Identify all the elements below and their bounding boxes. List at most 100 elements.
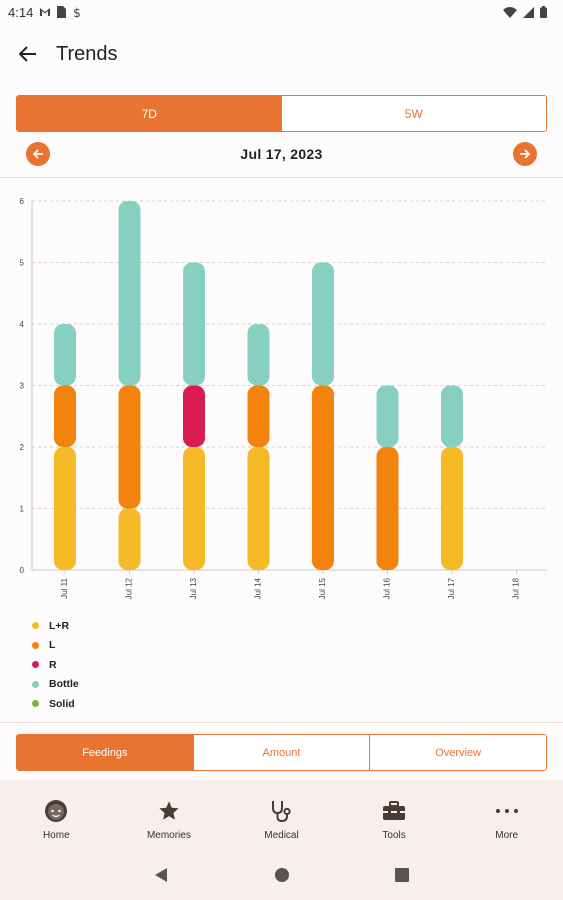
legend-dot bbox=[32, 700, 39, 708]
more-horizontal-icon bbox=[494, 798, 520, 824]
system-navigation-bar bbox=[0, 848, 563, 900]
legend-label: R bbox=[49, 658, 57, 671]
battery-icon bbox=[540, 6, 547, 18]
system-back-button[interactable] bbox=[152, 866, 170, 884]
date-navigation: Jul 17, 2023 bbox=[0, 140, 563, 170]
bar-segment bbox=[118, 201, 141, 386]
legend-label: Solid bbox=[49, 697, 75, 710]
nav-label-medical: Medical bbox=[264, 830, 299, 841]
nav-item-more[interactable]: More bbox=[450, 780, 563, 848]
nav-item-memories[interactable]: Memories bbox=[113, 780, 226, 848]
legend-label: L bbox=[49, 639, 56, 652]
gmail-icon bbox=[39, 7, 51, 17]
chart-legend: L+R L R Bottle Solid bbox=[32, 616, 79, 714]
x-tick-label: Jul 17 bbox=[447, 577, 456, 599]
nav-label-memories: Memories bbox=[146, 830, 191, 841]
legend-dot bbox=[32, 641, 39, 649]
x-tick-label: Jul 11 bbox=[60, 577, 69, 598]
bar-segment bbox=[312, 385, 334, 570]
status-bar: 4:14 $ bbox=[0, 0, 563, 24]
toolbox-icon bbox=[381, 798, 407, 824]
app-bar: Trends bbox=[0, 34, 563, 74]
home-circle-icon bbox=[275, 868, 289, 882]
star-icon bbox=[156, 798, 182, 824]
y-tick-label: 6 bbox=[20, 197, 25, 206]
sim-icon bbox=[57, 6, 67, 18]
legend-dot bbox=[32, 622, 39, 630]
bar-segment bbox=[54, 447, 76, 570]
recents-square-icon bbox=[395, 868, 409, 882]
y-tick-label: 2 bbox=[20, 443, 25, 452]
arrow-back-icon bbox=[19, 46, 36, 62]
data-saver-icon: $ bbox=[72, 6, 82, 18]
chevron-left-icon bbox=[32, 149, 43, 159]
legend-item: Solid bbox=[32, 694, 79, 714]
current-date: Jul 17, 2023 bbox=[240, 146, 323, 162]
range-option-5w[interactable]: 5W bbox=[281, 96, 546, 131]
back-button[interactable] bbox=[16, 42, 40, 66]
view-toggle: Feedings Amount Overview bbox=[16, 734, 547, 771]
bar-segment bbox=[441, 447, 463, 570]
signal-icon bbox=[523, 6, 534, 18]
bar-segment bbox=[247, 447, 270, 570]
baby-face-icon bbox=[43, 798, 69, 824]
bar-segment bbox=[183, 447, 205, 570]
nav-label-home: Home bbox=[42, 830, 70, 841]
legend-item: L bbox=[32, 636, 79, 656]
x-tick-label: Jul 12 bbox=[125, 577, 134, 599]
view-option-feedings[interactable]: Feedings bbox=[17, 735, 193, 770]
bar-segment bbox=[183, 385, 205, 447]
nav-label-more: More bbox=[495, 830, 519, 841]
legend-label: Bottle bbox=[49, 678, 79, 691]
view-option-overview[interactable]: Overview bbox=[369, 735, 546, 770]
feedings-chart: 0 1 2 3 4 5 6 Jul 11 Jul 12 Jul 13 Jul 14 Jul 15 Jul… bbox=[0, 190, 563, 610]
wifi-icon bbox=[503, 6, 517, 18]
divider bbox=[0, 177, 563, 178]
bar-segment bbox=[118, 508, 141, 570]
view-option-amount[interactable]: Amount bbox=[192, 735, 370, 770]
bar-segment bbox=[441, 385, 463, 447]
x-tick-label: Jul 14 bbox=[254, 577, 263, 599]
nav-item-home[interactable]: Home bbox=[0, 780, 113, 848]
legend-dot bbox=[32, 680, 39, 688]
legend-dot bbox=[32, 661, 39, 669]
divider bbox=[0, 722, 563, 723]
previous-date-button[interactable] bbox=[26, 142, 50, 166]
y-tick-label: 5 bbox=[20, 259, 25, 268]
chevron-right-icon bbox=[520, 149, 531, 159]
y-tick-label: 1 bbox=[20, 505, 25, 514]
legend-item: R bbox=[32, 655, 79, 675]
system-home-button[interactable] bbox=[273, 866, 291, 884]
y-tick-label: 3 bbox=[20, 382, 25, 391]
stacked-bar-chart: 0 1 2 3 4 5 6 Jul 11 Jul 12 Jul 13 Jul 14 Jul 15 Jul… bbox=[20, 197, 547, 599]
bar-segment bbox=[54, 324, 76, 386]
next-date-button[interactable] bbox=[513, 142, 537, 166]
nav-item-medical[interactable]: Medical bbox=[225, 780, 338, 848]
x-tick-label: Jul 15 bbox=[318, 577, 327, 599]
range-option-7d[interactable]: 7D bbox=[17, 96, 282, 131]
stethoscope-icon bbox=[268, 798, 294, 824]
nav-label-tools: Tools bbox=[382, 830, 406, 841]
y-tick-label: 0 bbox=[20, 566, 25, 575]
x-tick-label: Jul 18 bbox=[512, 577, 521, 599]
bottom-navigation: Home Memories Medical Tools More bbox=[0, 780, 563, 848]
bar-segment bbox=[376, 385, 399, 447]
bar-segment bbox=[312, 262, 334, 386]
bar-segment bbox=[118, 385, 141, 509]
back-triangle-icon bbox=[155, 868, 167, 882]
bar-segment bbox=[183, 262, 205, 386]
bar-segment bbox=[247, 385, 270, 447]
legend-item: Bottle bbox=[32, 675, 79, 695]
x-tick-label: Jul 13 bbox=[189, 577, 198, 599]
svg-text:$: $ bbox=[73, 6, 81, 18]
bar-segment bbox=[247, 324, 270, 386]
legend-label: L+R bbox=[49, 619, 70, 632]
page-title: Trends bbox=[56, 42, 118, 65]
range-toggle: 7D 5W bbox=[16, 95, 547, 132]
y-tick-label: 4 bbox=[20, 320, 25, 329]
system-recents-button[interactable] bbox=[393, 866, 411, 884]
bar-segment bbox=[376, 447, 399, 570]
legend-item: L+R bbox=[32, 616, 79, 636]
x-tick-label: Jul 16 bbox=[383, 577, 392, 599]
nav-item-tools[interactable]: Tools bbox=[338, 780, 451, 848]
